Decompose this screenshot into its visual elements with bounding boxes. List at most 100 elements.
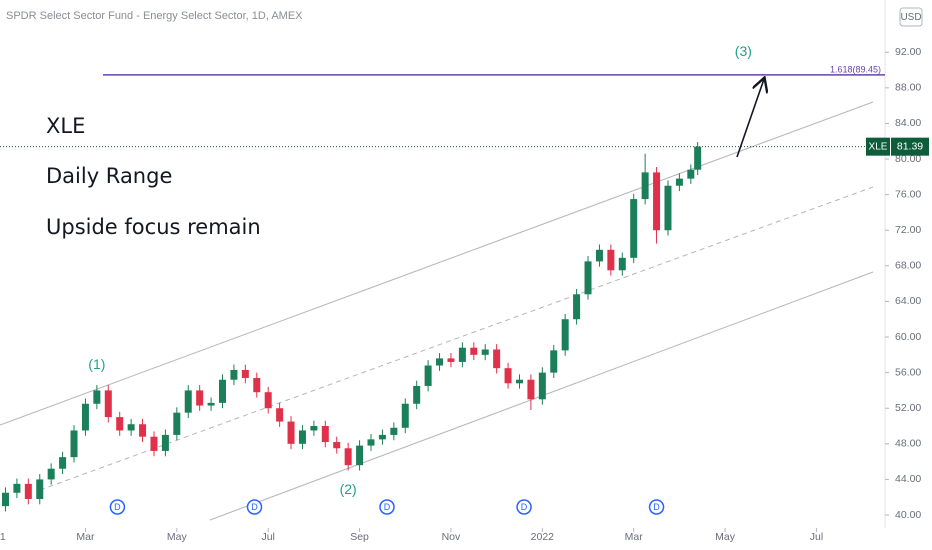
price-box — [891, 137, 929, 156]
fib-label: 1.618(89.45) — [830, 64, 881, 74]
candle-body — [333, 442, 341, 449]
candle-body — [436, 358, 444, 366]
dividend-marker[interactable] — [516, 499, 532, 515]
candle-body — [59, 457, 67, 469]
candle-body — [653, 172, 661, 231]
y-tick-label: 92.00 — [895, 46, 921, 58]
candle-body — [504, 368, 512, 384]
dividend-label[interactable]: D — [251, 502, 258, 512]
chart-title: SPDR Select Sector Fund - Energy Select … — [6, 10, 303, 22]
candle-body — [493, 349, 501, 369]
candle-body — [264, 392, 272, 409]
x-tick-label: Nov — [442, 531, 461, 543]
candle-body — [230, 369, 238, 380]
currency[interactable]: USD — [900, 12, 921, 23]
candle-body — [150, 436, 158, 451]
candle-body — [458, 347, 466, 362]
x-tick-label: Sep — [350, 531, 369, 543]
candle-body — [607, 249, 615, 271]
candle-body — [367, 439, 375, 446]
candle-body — [253, 377, 261, 393]
dividend-label[interactable]: D — [653, 502, 660, 512]
candle-body — [595, 249, 603, 262]
candle-body — [241, 369, 249, 378]
y-tick-label: 52.00 — [895, 402, 921, 414]
dividend-label[interactable]: D — [521, 502, 528, 512]
candle-body — [561, 319, 569, 351]
channel-mid — [39, 186, 874, 491]
symbol-label: XLE — [869, 141, 888, 152]
dividend-marker[interactable] — [648, 499, 665, 515]
candle-body — [81, 403, 89, 431]
candle-body — [641, 172, 649, 200]
projection-arrow — [736, 79, 764, 158]
candle-body — [630, 199, 638, 258]
y-tick-label: 76.00 — [895, 188, 921, 200]
dividend-marker[interactable] — [109, 499, 126, 515]
channel-upper — [0, 101, 874, 426]
candle-body — [36, 479, 44, 499]
dividend-label[interactable]: D — [384, 502, 391, 512]
y-tick-label: 72.00 — [895, 224, 921, 236]
annotation: Daily Range — [46, 164, 172, 188]
candle-body — [321, 426, 329, 443]
x-tick-label: Jul — [810, 531, 823, 543]
candle-body — [618, 257, 626, 271]
candle-body — [424, 365, 432, 386]
y-tick-label: 64.00 — [895, 295, 921, 307]
y-tick-label: 56.00 — [895, 366, 921, 378]
candle-body — [584, 261, 592, 295]
candle-body — [184, 390, 192, 413]
candle-body — [664, 185, 672, 231]
y-tick-label: 40.00 — [895, 509, 921, 521]
candle-body — [687, 169, 695, 179]
candle-body — [139, 424, 147, 437]
wave-label: (3) — [735, 43, 752, 59]
dividend-marker[interactable] — [246, 499, 263, 515]
candle-body — [1, 492, 9, 507]
candle-body — [538, 372, 546, 400]
x-tick-label: May — [715, 531, 736, 543]
wave-label: (2) — [340, 481, 357, 497]
wave-label: (1) — [88, 356, 105, 372]
candle-body — [447, 358, 455, 362]
candle-body — [550, 350, 558, 373]
symbol-box — [866, 137, 890, 156]
candle-body — [401, 403, 409, 428]
x-tick-label: Mar — [625, 531, 644, 543]
candle-body — [104, 390, 112, 418]
candle-body — [481, 349, 489, 355]
candle-body — [573, 294, 581, 320]
y-tick-label: 68.00 — [895, 260, 921, 272]
y-tick-label: 80.00 — [895, 153, 921, 165]
candle-body — [70, 430, 78, 458]
dividend-marker[interactable] — [379, 499, 395, 515]
candle-body — [356, 445, 364, 466]
candle-body — [47, 468, 55, 480]
candle-body — [675, 178, 683, 186]
x-tick-label: Mar — [76, 531, 95, 543]
currency-box[interactable] — [899, 7, 923, 27]
candle-body — [515, 379, 523, 384]
candle-body — [344, 448, 352, 466]
candle-body — [310, 426, 318, 431]
y-tick-label: 88.00 — [895, 82, 921, 94]
x-tick-label: 2021 — [0, 531, 6, 543]
candle-body — [93, 390, 101, 404]
y-tick-label: 84.00 — [895, 117, 921, 129]
candle-body — [207, 402, 215, 406]
x-tick-label: 2022 — [531, 531, 555, 543]
candle-body — [196, 390, 204, 406]
candle-body — [378, 434, 386, 440]
candle-body — [287, 421, 295, 444]
y-tick-label: 60.00 — [895, 331, 921, 343]
annotation: XLE — [46, 114, 85, 138]
annotation: Upside focus remain — [46, 215, 261, 239]
candle-body — [161, 434, 169, 451]
dividend-label[interactable]: D — [114, 502, 121, 512]
candle-body — [13, 483, 21, 493]
candle-body — [527, 379, 535, 400]
price-label: 81.39 — [897, 140, 923, 152]
candle-body — [276, 408, 284, 422]
